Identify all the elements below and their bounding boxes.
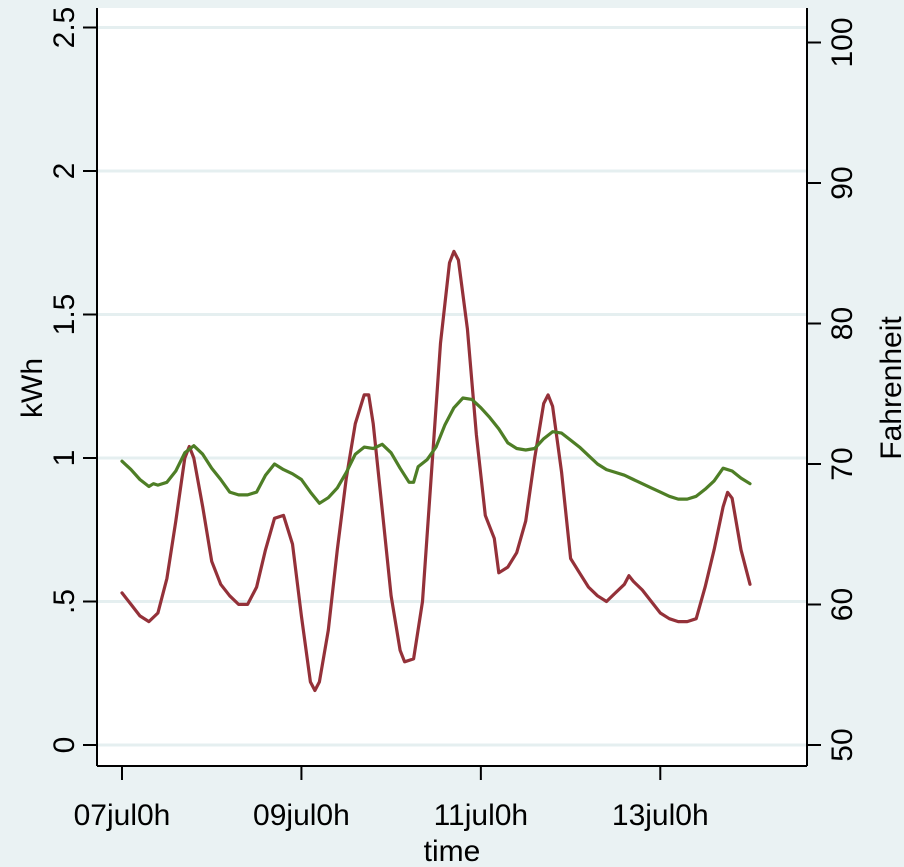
tick-labels: 0 .5 1 1.5 2 2.5 50 60 70 80 90 100 07jul0h 09jul0h 11… — [48, 7, 859, 832]
y-axis-title-left: kWh — [16, 358, 49, 418]
y-tick-label-right: 90 — [826, 166, 859, 199]
y-tick-label-right: 60 — [826, 588, 859, 621]
y-tick-label-left: .5 — [48, 589, 81, 614]
y-tick-label-left: 2.5 — [48, 7, 81, 49]
gridlines — [97, 26, 807, 747]
y-tick-label-right: 50 — [826, 728, 859, 761]
axes — [83, 8, 821, 780]
y-tick-label-left: 1 — [48, 450, 81, 467]
x-tick-label: 11jul0h — [434, 799, 529, 832]
y-tick-label-right: 80 — [826, 307, 859, 340]
series-line-kwh — [120, 249, 752, 693]
series-group — [120, 249, 752, 693]
series-line-fahrenheit — [120, 396, 752, 505]
x-tick-label: 07jul0h — [74, 799, 171, 832]
y-tick-label-left: 0 — [48, 737, 81, 754]
x-tick-label: 09jul0h — [253, 799, 350, 832]
y-tick-label-right: 100 — [826, 17, 859, 67]
x-tick-label: 13jul0h — [612, 799, 709, 832]
y-tick-label-right: 70 — [826, 447, 859, 480]
y-tick-label-left: 1.5 — [48, 294, 81, 336]
x-axis-title: time — [424, 835, 481, 867]
y-tick-label-left: 2 — [48, 163, 81, 180]
y-axis-title-right: Fahrenheit — [875, 316, 904, 460]
plot-area — [97, 8, 807, 766]
